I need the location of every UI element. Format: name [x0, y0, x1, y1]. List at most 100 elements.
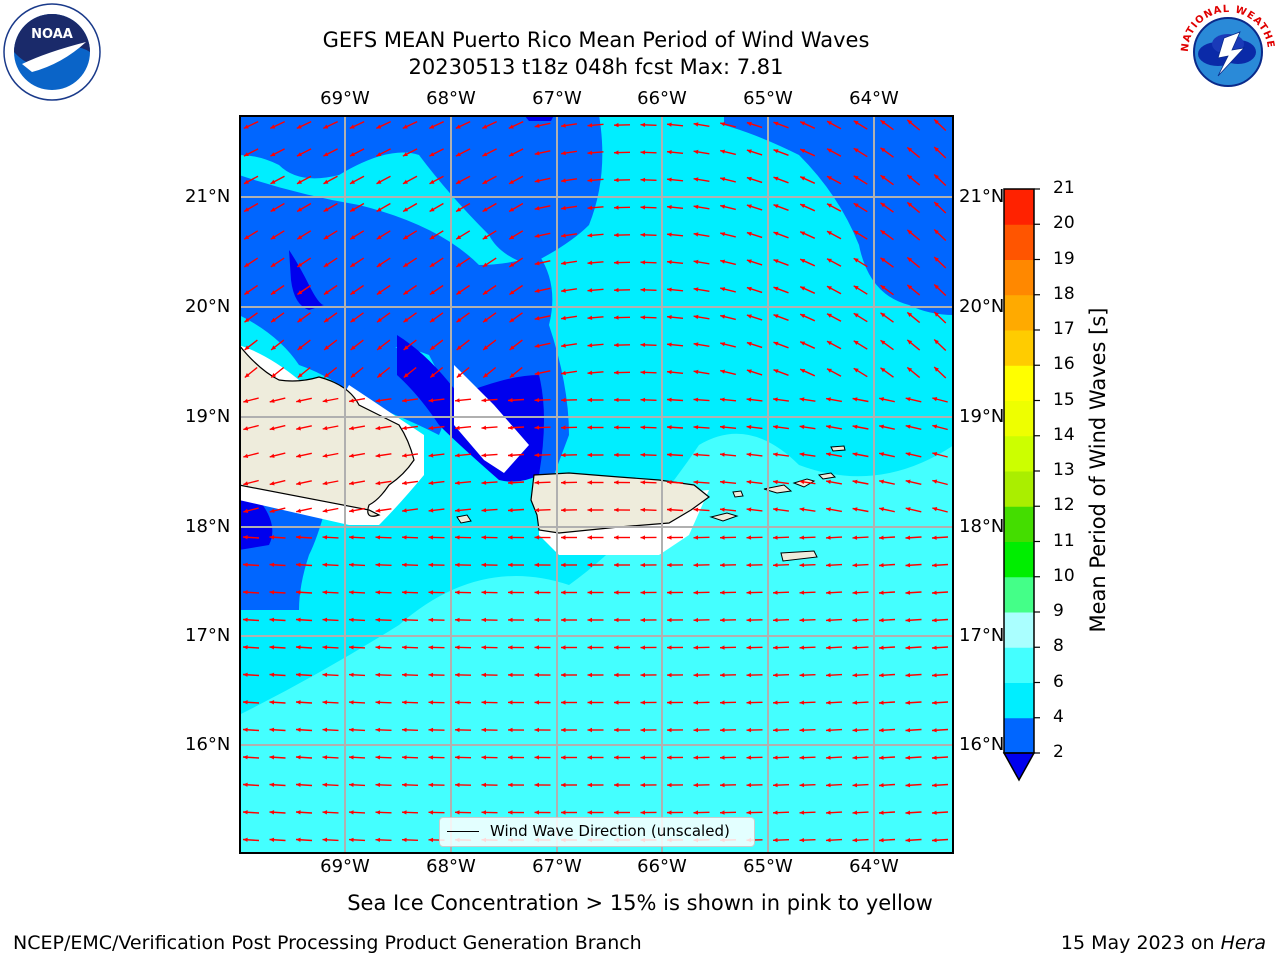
wind-arrow-head	[799, 783, 805, 788]
wind-arrow-head	[826, 479, 831, 484]
wind-arrow-head	[455, 782, 460, 788]
wind-arrow-head	[880, 147, 886, 153]
wind-arrow-head	[322, 398, 328, 403]
wind-arrow-head	[271, 345, 276, 350]
wind-arrow-head	[826, 755, 831, 760]
wind-arrow-head	[932, 838, 937, 843]
wind-arrow-head	[880, 230, 886, 235]
wind-arrow-head	[667, 452, 672, 457]
wind-arrow-head	[773, 838, 778, 843]
wind-arrow-head	[403, 345, 409, 350]
wind-arrow-head	[508, 700, 513, 705]
wind-arrow-head	[402, 398, 407, 403]
wind-arrow-head	[667, 645, 672, 650]
wind-arrow-head	[746, 810, 752, 815]
wind-arrow-head	[296, 535, 301, 540]
wind-arrow-head	[905, 618, 911, 623]
wind-arrow-head	[640, 535, 645, 540]
wind-arrow-head	[746, 369, 752, 374]
wind-arrow-head	[428, 672, 434, 678]
wind-arrow-head	[482, 124, 488, 129]
wind-arrow-head	[799, 838, 805, 843]
wind-arrow-head	[720, 727, 725, 733]
wind-arrow-head	[561, 480, 566, 485]
wind-arrow-head	[455, 672, 460, 678]
wind-arrow-head	[269, 700, 275, 705]
wind-arrow-head	[693, 590, 698, 595]
wind-arrow-head	[297, 179, 302, 184]
wind-arrow-head	[587, 397, 592, 403]
wind-arrow-head	[907, 339, 913, 345]
wind-arrow-head	[826, 507, 831, 512]
wind-arrow-head	[322, 590, 328, 595]
wind-arrow-head	[852, 673, 858, 678]
wind-arrow-head	[720, 259, 726, 264]
wind-arrow-head	[508, 535, 513, 540]
wind-arrow-head	[746, 782, 752, 788]
wind-arrow-head	[799, 397, 805, 402]
wind-arrow-head	[534, 562, 539, 568]
wind-arrow-head	[587, 370, 593, 375]
wind-arrow-head	[800, 341, 806, 346]
wind-arrow-head	[428, 590, 434, 595]
wind-arrow-head	[428, 617, 434, 623]
wind-arrow-head	[402, 700, 407, 705]
wind-arrow-head	[932, 728, 937, 733]
wind-arrow-head	[826, 728, 831, 733]
wind-arrow-head	[349, 755, 354, 760]
wind-arrow-head	[746, 617, 752, 623]
wind-arrow-head	[853, 230, 859, 235]
colorbar-segment	[1004, 435, 1034, 472]
wind-arrow-head	[561, 260, 566, 266]
wind-arrow-head	[322, 672, 328, 677]
wind-arrow-head	[826, 424, 831, 429]
wind-arrow-head	[879, 590, 884, 595]
wind-arrow-head	[244, 179, 249, 184]
wind-arrow-head	[455, 535, 460, 540]
wind-arrow-head	[324, 373, 330, 378]
wind-arrow-head	[244, 317, 250, 323]
wind-arrow-head	[826, 645, 831, 650]
wind-arrow-head	[587, 315, 593, 320]
lat-label-left: 19°N	[185, 406, 231, 427]
wind-arrow-head	[587, 150, 593, 155]
lon-label-top: 64°W	[849, 88, 899, 109]
wind-arrow-head	[561, 617, 566, 623]
wind-arrow-head	[534, 810, 539, 815]
wind-arrow-head	[508, 755, 513, 760]
wind-arrow-head	[587, 205, 593, 210]
wind-arrow-head	[429, 235, 435, 240]
wind-arrow-head	[826, 838, 831, 843]
map-subtitle: 20230513 t18z 048h fcst Max: 7.81	[408, 55, 784, 79]
wind-arrow-head	[375, 782, 381, 787]
land-puerto-rico	[530, 472, 710, 534]
wind-arrow-head	[270, 235, 276, 240]
wind-arrow-head	[350, 262, 356, 267]
wind-arrow-head	[269, 398, 275, 403]
wind-arrow-head	[905, 810, 911, 815]
wind-arrow-head	[799, 452, 805, 457]
wind-arrow-head	[561, 150, 566, 156]
wind-arrow-head	[879, 479, 884, 484]
wind-arrow-head	[243, 398, 249, 403]
wind-arrow-head	[640, 260, 646, 265]
wind-arrow-head	[932, 424, 938, 429]
wind-arrow-head	[720, 204, 726, 209]
wind-arrow-head	[375, 508, 381, 513]
wind-arrow-head	[376, 152, 382, 157]
wind-arrow-head	[800, 231, 806, 236]
wind-arrow-head	[640, 315, 646, 320]
wind-arrow-head	[534, 700, 539, 705]
wind-arrow-head	[853, 203, 859, 208]
wind-arrow-head	[296, 700, 301, 705]
wind-arrow-head	[296, 727, 301, 732]
wind-arrow-head	[402, 562, 407, 567]
wind-arrow-head	[482, 290, 488, 295]
wind-arrow-head	[243, 426, 249, 431]
wind-arrow-head	[322, 453, 328, 458]
wind-arrow-head	[561, 205, 566, 211]
wind-arrow-head	[509, 373, 515, 378]
wind-arrow-head	[534, 261, 540, 266]
wind-arrow-head	[826, 783, 831, 788]
wind-arrow-head	[852, 424, 858, 429]
